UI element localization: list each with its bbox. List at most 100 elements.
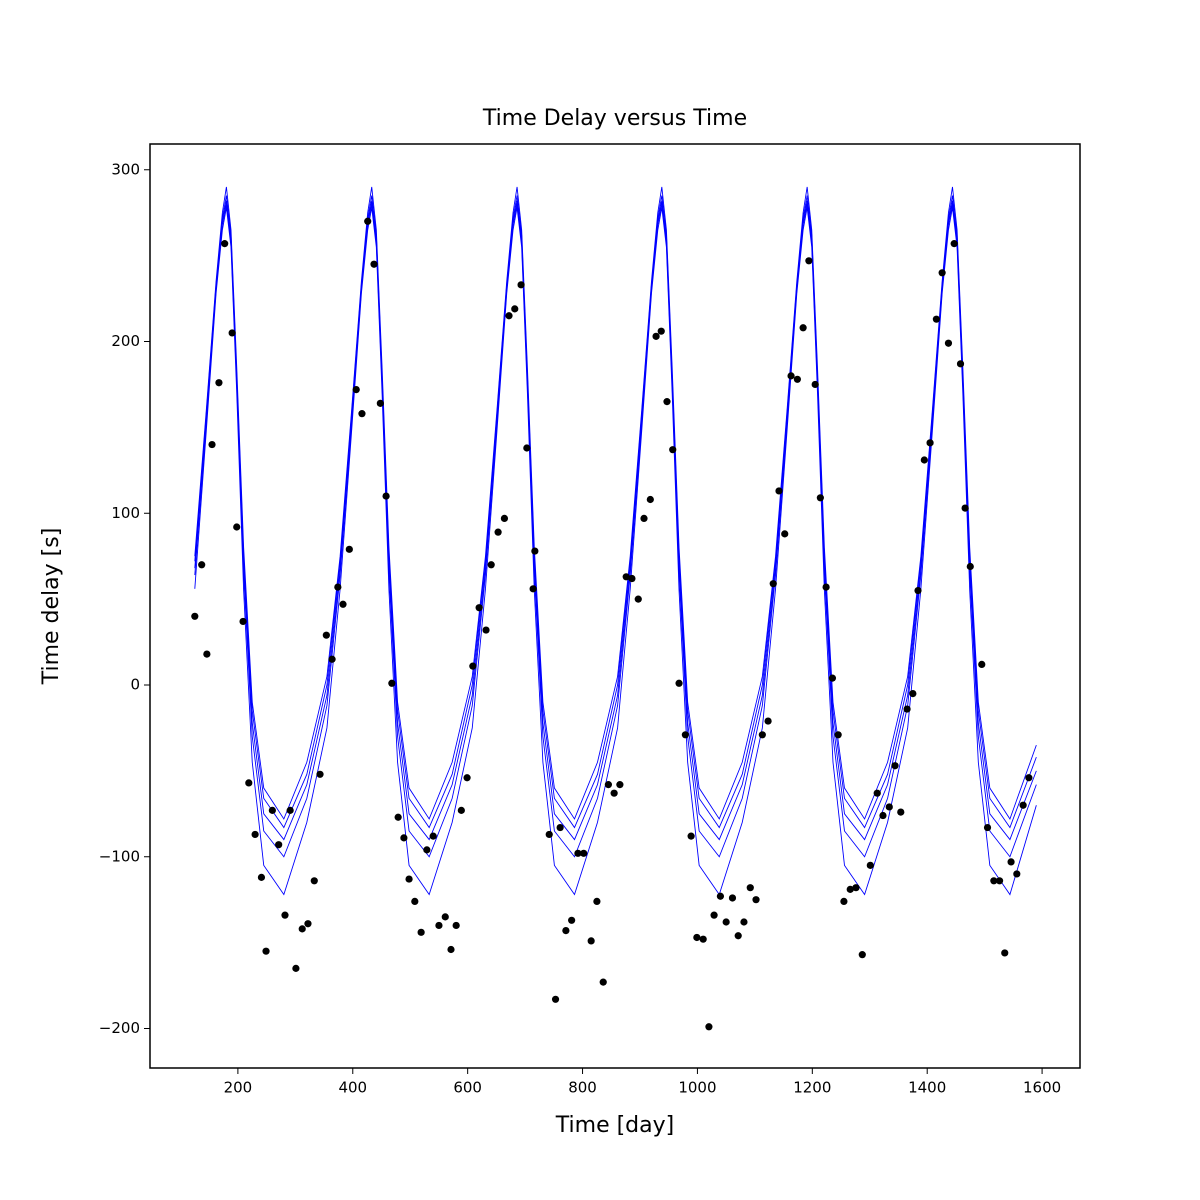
data-point <box>286 806 294 814</box>
y-tick-label: 0 <box>130 676 140 694</box>
data-point <box>203 650 211 658</box>
data-point <box>693 933 701 942</box>
data-point <box>281 911 289 919</box>
data-point <box>909 689 917 698</box>
data-point <box>487 561 495 569</box>
data-point <box>640 514 648 523</box>
chart-title: Time Delay versus Time <box>482 106 747 131</box>
data-point <box>233 523 241 531</box>
model-curve <box>194 207 1037 896</box>
data-point <box>866 861 874 869</box>
x-tick-label: 400 <box>338 1079 367 1097</box>
x-tick-label: 1400 <box>908 1079 946 1097</box>
data-point <box>775 487 783 495</box>
data-point <box>511 305 519 313</box>
y-tick-label: 200 <box>111 332 140 350</box>
data-point <box>752 896 760 904</box>
data-point <box>452 921 460 930</box>
data-point <box>758 731 766 739</box>
data-point <box>322 631 330 639</box>
data-point <box>799 324 807 332</box>
data-point <box>239 617 247 626</box>
data-point <box>1013 870 1021 878</box>
x-tick-label: 600 <box>453 1079 482 1097</box>
data-point <box>728 894 737 902</box>
data-point <box>358 410 366 418</box>
x-tick-label: 1000 <box>678 1079 716 1097</box>
data-point <box>505 312 513 320</box>
data-point <box>675 679 683 687</box>
data-point <box>920 456 928 464</box>
data-point <box>568 916 576 924</box>
data-point <box>417 928 425 936</box>
data-point <box>523 444 531 452</box>
data-point <box>328 655 336 663</box>
data-point <box>914 586 922 595</box>
data-point <box>405 875 413 883</box>
y-tick-label: −100 <box>99 847 140 865</box>
data-point <box>429 832 437 840</box>
data-point <box>275 841 283 849</box>
data-point <box>846 885 854 893</box>
data-point <box>587 937 595 945</box>
data-point <box>840 897 848 906</box>
data-point <box>897 808 905 816</box>
data-point <box>191 612 199 620</box>
data-point <box>494 528 502 536</box>
data-point <box>646 495 654 504</box>
data-point <box>482 626 490 634</box>
data-point <box>769 580 777 588</box>
data-point <box>873 789 881 797</box>
data-point <box>574 849 582 857</box>
data-point <box>447 945 455 954</box>
data-point <box>879 811 887 820</box>
data-point <box>298 925 306 933</box>
data-point <box>990 877 998 885</box>
data-point <box>995 877 1004 885</box>
data-point <box>345 545 353 553</box>
x-axis-label: Time [day] <box>555 1113 674 1138</box>
data-point <box>616 781 624 789</box>
data-point <box>292 964 300 972</box>
data-point <box>364 217 372 225</box>
data-point <box>529 585 537 593</box>
x-tick-label: 800 <box>568 1079 597 1097</box>
data-point <box>475 604 483 612</box>
data-point <box>457 806 465 814</box>
data-point <box>376 399 384 407</box>
data-point <box>545 830 553 839</box>
data-point <box>634 595 642 603</box>
data-point <box>822 583 830 591</box>
plot-area <box>191 186 1037 1031</box>
data-point <box>251 830 259 839</box>
model-curve <box>194 200 1037 841</box>
data-point <box>1025 774 1033 782</box>
data-point <box>781 530 789 538</box>
data-point <box>469 662 477 670</box>
data-point <box>699 935 707 943</box>
data-point <box>932 315 940 323</box>
data-point <box>1019 801 1027 809</box>
data-point <box>828 674 837 682</box>
axes-frame <box>149 143 1081 1069</box>
data-point <box>926 439 934 447</box>
data-point <box>740 918 748 926</box>
data-point <box>262 947 270 955</box>
y-axis-label: Time delay [s] <box>39 528 64 686</box>
y-tick-label: −200 <box>99 1019 140 1037</box>
y-tick-label: 100 <box>111 504 140 522</box>
x-tick-label: 200 <box>224 1079 253 1097</box>
data-point <box>891 762 899 770</box>
data-point <box>816 494 824 502</box>
data-point <box>622 573 630 581</box>
data-point <box>245 779 253 787</box>
data-point <box>610 789 618 797</box>
data-point <box>388 679 396 687</box>
data-point <box>764 717 772 725</box>
data-point <box>228 329 236 337</box>
data-point <box>221 240 229 248</box>
data-point <box>556 823 564 832</box>
data-point <box>983 823 992 832</box>
data-point <box>268 806 276 814</box>
